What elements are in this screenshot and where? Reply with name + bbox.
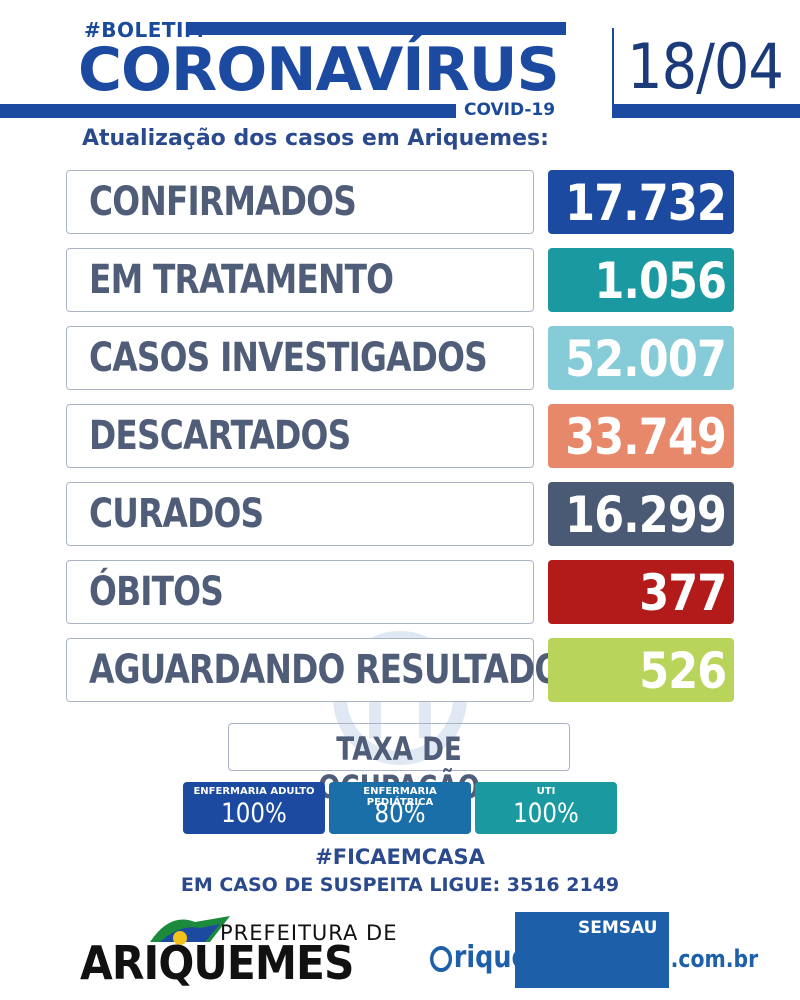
covid-tag: COVID-19 [464,100,556,120]
stat-value-box: 1.056 [548,248,734,312]
stat-value-box: 16.299 [548,482,734,546]
occupancy-label: UTI [536,786,556,797]
occupancy-pediatric: ENFERMARIA PEDIÁTRICA 80% [329,782,471,834]
stay-home-hashtag: #FICAEMCASA [315,845,485,869]
stat-value-box: 377 [548,560,734,624]
update-subtitle: Atualização dos casos em Ariquemes: [82,126,549,151]
stat-value: 33.749 [565,408,727,466]
stat-label-box: EM TRATAMENTO [66,248,534,312]
occupancy-value: 100% [513,798,579,829]
stat-value: 52.007 [565,330,727,388]
occupancy-uti: UTI 100% [475,782,617,834]
header-bar-top [188,22,566,35]
occupancy-label: ENFERMARIA ADULTO [193,786,315,797]
page-title: CORONAVÍRUS [78,35,560,105]
stat-label-box: CASOS INVESTIGADOS [66,326,534,390]
prefeitura-label: PREFEITURA DE [220,921,398,945]
stat-label: AGUARDANDO RESULTADO [89,647,562,693]
stat-value-box: 17.732 [548,170,734,234]
occupancy-value: 100% [221,798,287,829]
stat-label: CASOS INVESTIGADOS [89,335,488,381]
stat-value: 526 [638,642,727,700]
stat-value-box: 52.007 [548,326,734,390]
stat-label: ÓBITOS [89,569,224,615]
occupancy-value: 80% [374,798,426,829]
semsau-label: SEMSAU [578,918,658,938]
flag-icon [150,916,230,945]
stat-label-box: CURADOS [66,482,534,546]
boletim-hashtag: #BOLETIM [84,18,205,42]
stat-label-box: ÓBITOS [66,560,534,624]
semsau-logo [515,912,669,988]
stat-value: 16.299 [565,486,727,544]
stat-value: 377 [638,564,727,622]
header-bar-left [0,104,456,118]
stat-value-box: 33.749 [548,404,734,468]
stat-label: CURADOS [89,491,264,537]
stat-label: DESCARTADOS [89,413,351,459]
occupancy-adult: ENFERMARIA ADULTO 100% [183,782,325,834]
occupancy-label: ENFERMARIA PEDIÁTRICA [363,786,437,808]
site-suffix: .com.br [670,945,759,973]
stat-value: 1.056 [594,252,727,310]
site-logo: riquemesagora.com.br [430,940,758,975]
header-bar-right [612,104,800,118]
stat-label-box: DESCARTADOS [66,404,534,468]
date-divider [612,28,614,108]
occupancy-title-box: TAXA DE OCUPAÇÃO [228,723,570,806]
stat-label: CONFIRMADOS [89,179,357,225]
phone-notice: EM CASO DE SUSPEITA LIGUE: 3516 2149 [180,874,620,896]
site-name: riquemesagora [453,940,671,975]
stat-label: EM TRATAMENTO [89,257,394,303]
ariquemes-logo-text: ARIQUEMES [80,936,354,990]
stat-value: 17.732 [565,174,727,232]
stat-value-box: 526 [548,638,734,702]
bulletin-date: 18/04 [627,30,784,103]
site-logo-icon [430,945,453,972]
stat-label-box: CONFIRMADOS [66,170,534,234]
stat-label-box: AGUARDANDO RESULTADO [66,638,562,702]
